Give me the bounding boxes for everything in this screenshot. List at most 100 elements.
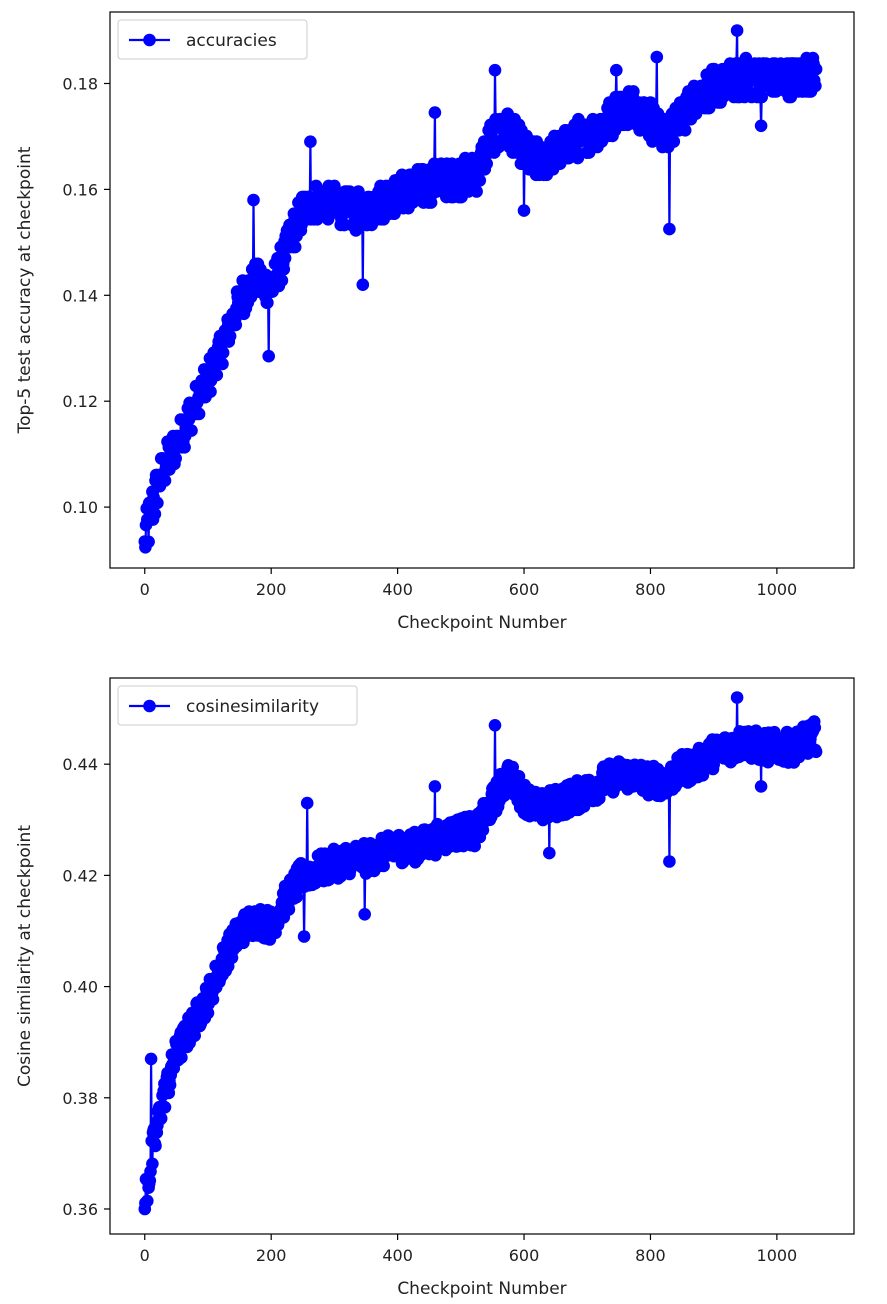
cosine-y-tick-label: 0.42	[62, 866, 98, 885]
accuracy-y-tick-label: 0.18	[62, 74, 98, 93]
cosine-similarity-chart: 0 200 400 600 800 1000 0.36 0.38 0.40 0.42 0.44 Che…	[15, 677, 855, 1299]
accuracy-data-point	[275, 274, 289, 287]
cosine-data-point	[144, 1052, 158, 1066]
accuracy-data-point	[627, 85, 640, 98]
accuracy-data-point	[480, 157, 494, 170]
accuracy-data-point	[178, 441, 191, 454]
cosine-data-point	[141, 1194, 154, 1208]
accuracy-x-tick-label: 200	[256, 580, 287, 599]
accuracy-data-point	[809, 62, 823, 76]
accuracy-data-point	[216, 357, 229, 371]
accuracy-data-point	[216, 346, 230, 360]
accuracy-data-point	[304, 135, 317, 148]
cosine-data-point	[282, 903, 296, 916]
cosine-data-point	[358, 908, 372, 921]
accuracy-data-point	[517, 204, 531, 217]
cosine-data-point	[428, 780, 442, 793]
cosine-data-point	[149, 1139, 162, 1153]
accuracy-data-point	[754, 119, 768, 133]
accuracy-x-tick-label: 600	[509, 580, 540, 599]
cosine-data-point	[730, 691, 744, 704]
accuracy-y-tick-label: 0.14	[62, 286, 98, 305]
accuracy-data-point	[730, 24, 744, 37]
cosine-x-tick-label: 800	[635, 1246, 666, 1265]
cosine-data-point	[543, 846, 556, 860]
cosine-y-axis-label: Cosine similarity at checkpoint	[15, 825, 35, 1087]
cosine-data-point	[808, 721, 822, 734]
accuracy-data-point	[262, 349, 276, 363]
accuracy-data-point	[247, 193, 260, 207]
accuracy-data-point	[169, 452, 182, 465]
accuracy-data-point	[678, 124, 692, 137]
accuracy-data-point	[473, 174, 487, 187]
cosine-y-tick-label: 0.36	[62, 1200, 98, 1219]
cosine-data-point	[663, 855, 676, 868]
accuracy-legend-label: accuracies	[186, 31, 277, 51]
accuracy-data-point	[148, 507, 162, 521]
accuracy-axes-frame	[109, 11, 855, 569]
accuracy-data-point	[210, 368, 224, 382]
accuracy-data-point	[192, 407, 206, 421]
cosine-data-point	[206, 993, 220, 1006]
cosine-x-axis-label: Checkpoint Number	[397, 1279, 566, 1299]
cosine-x-tick-label: 600	[509, 1246, 540, 1265]
accuracy-data-point	[663, 222, 676, 236]
accuracy-data-point	[667, 135, 681, 148]
cosine-axes-frame	[109, 677, 855, 1235]
accuracy-y-tick-label: 0.12	[62, 392, 98, 411]
accuracy-data-point	[223, 329, 237, 343]
cosine-data-point	[300, 796, 314, 810]
cosine-x-tick-label: 0	[140, 1246, 150, 1265]
cosine-legend: cosinesimilarity	[117, 685, 358, 726]
accuracy-x-tick-label: 0	[140, 580, 150, 599]
cosine-data-point	[809, 745, 823, 759]
accuracy-data-point	[470, 185, 483, 198]
cosine-data-point	[143, 1174, 157, 1187]
accuracy-data-point	[650, 50, 664, 64]
accuracy-y-tick-label: 0.16	[62, 180, 98, 199]
cosine-x-tick-label: 400	[382, 1246, 413, 1265]
accuracy-x-tick-label: 400	[382, 580, 413, 599]
accuracy-data-point	[278, 251, 292, 265]
cosine-legend-label: cosinesimilarity	[186, 697, 319, 717]
cosine-data-point	[377, 859, 391, 873]
accuracy-data-point	[151, 496, 164, 510]
accuracy-legend: accuracies	[117, 19, 308, 60]
accuracy-data-point	[356, 278, 370, 292]
accuracy-data-point	[424, 196, 438, 209]
cosine-x-tick-label: 200	[256, 1246, 287, 1265]
accuracy-data-point	[809, 79, 822, 93]
accuracy-data-point	[229, 318, 243, 332]
cosine-legend-box	[117, 685, 358, 726]
cosine-data-point	[707, 758, 720, 771]
cosine-data-point	[188, 1029, 201, 1042]
accuracy-data-point	[488, 63, 502, 77]
accuracy-data-point	[142, 535, 155, 549]
accuracy-y-tick-label: 0.10	[62, 498, 98, 517]
cosine-data-point	[163, 1078, 177, 1092]
accuracy-x-axis-label: Checkpoint Number	[397, 613, 566, 633]
accuracy-legend-marker	[143, 33, 156, 47]
accuracy-data-point	[204, 385, 217, 399]
cosine-data-point	[158, 1101, 172, 1114]
cosine-y-tick-label: 0.44	[62, 755, 98, 774]
cosine-y-tick-label: 0.40	[62, 978, 98, 997]
cosine-data-point	[488, 719, 502, 732]
accuracy-x-tick-label: 800	[635, 580, 666, 599]
accuracy-data-point	[158, 474, 172, 487]
accuracy-data-point	[755, 90, 768, 104]
accuracy-data-point	[261, 296, 274, 310]
accuracy-data-point	[277, 263, 291, 276]
accuracy-data-point	[328, 179, 341, 193]
accuracy-x-tick-label: 1000	[757, 580, 798, 599]
accuracy-chart: 0 200 400 600 800 1000 0.10 0.12 0.14 0.16 0.18 Che…	[15, 11, 855, 633]
accuracy-data-point	[288, 240, 302, 254]
cosine-x-tick-label: 1000	[757, 1246, 798, 1265]
cosine-data-point	[146, 1157, 159, 1171]
cosine-data-point	[175, 1051, 188, 1064]
accuracy-y-axis-label: Top-5 test accuracy at checkpoint	[15, 146, 35, 434]
accuracy-data-point	[185, 424, 198, 437]
accuracy-data-point	[428, 106, 442, 119]
accuracy-data-point	[610, 63, 623, 77]
